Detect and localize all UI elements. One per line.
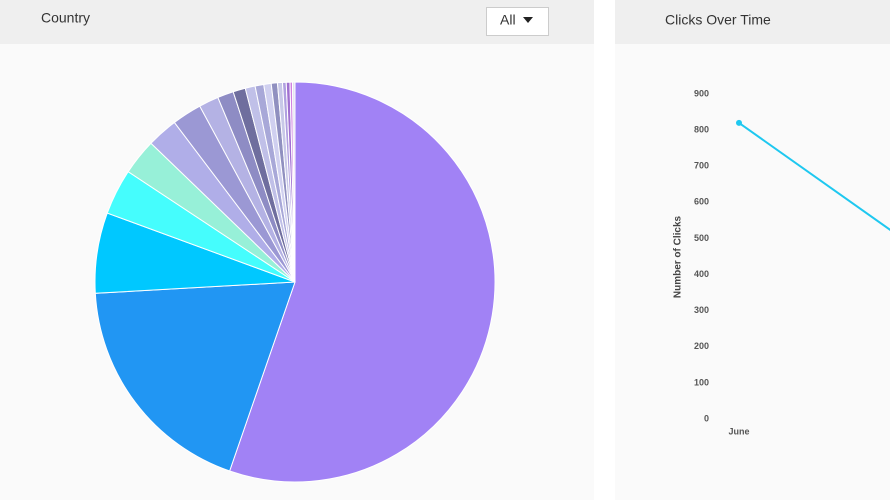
y-tick-label: 600 (694, 197, 709, 207)
clicks-header (615, 0, 890, 44)
y-tick-label: 900 (694, 88, 709, 98)
y-tick-label: 300 (694, 305, 709, 315)
dropdown-label[interactable]: All (500, 12, 516, 28)
dropdown-box[interactable] (486, 7, 549, 36)
y-tick-label: 100 (694, 377, 709, 387)
pie-slice (94, 281, 296, 472)
panel-title: Country (41, 10, 90, 26)
y-axis-label: Number of Clicks (673, 215, 684, 298)
y-tick-label: 700 (694, 161, 709, 171)
panel-title: Clicks Over Time (665, 12, 771, 28)
filter-dropdown[interactable]: All (486, 7, 549, 36)
dropdown-arrow[interactable] (523, 17, 533, 23)
y-tick-label: 500 (694, 233, 709, 243)
y-tick-label: 400 (694, 269, 709, 279)
y-tick-label: 800 (694, 124, 709, 134)
y-tick-label: 200 (694, 341, 709, 351)
pie-slice (228, 81, 496, 483)
point (736, 119, 742, 126)
pie-slice (291, 81, 296, 283)
line (738, 122, 890, 231)
y-tick-label: 0 (704, 413, 709, 423)
clicks-panel (615, 0, 890, 500)
x-tick-label: June (728, 426, 749, 436)
